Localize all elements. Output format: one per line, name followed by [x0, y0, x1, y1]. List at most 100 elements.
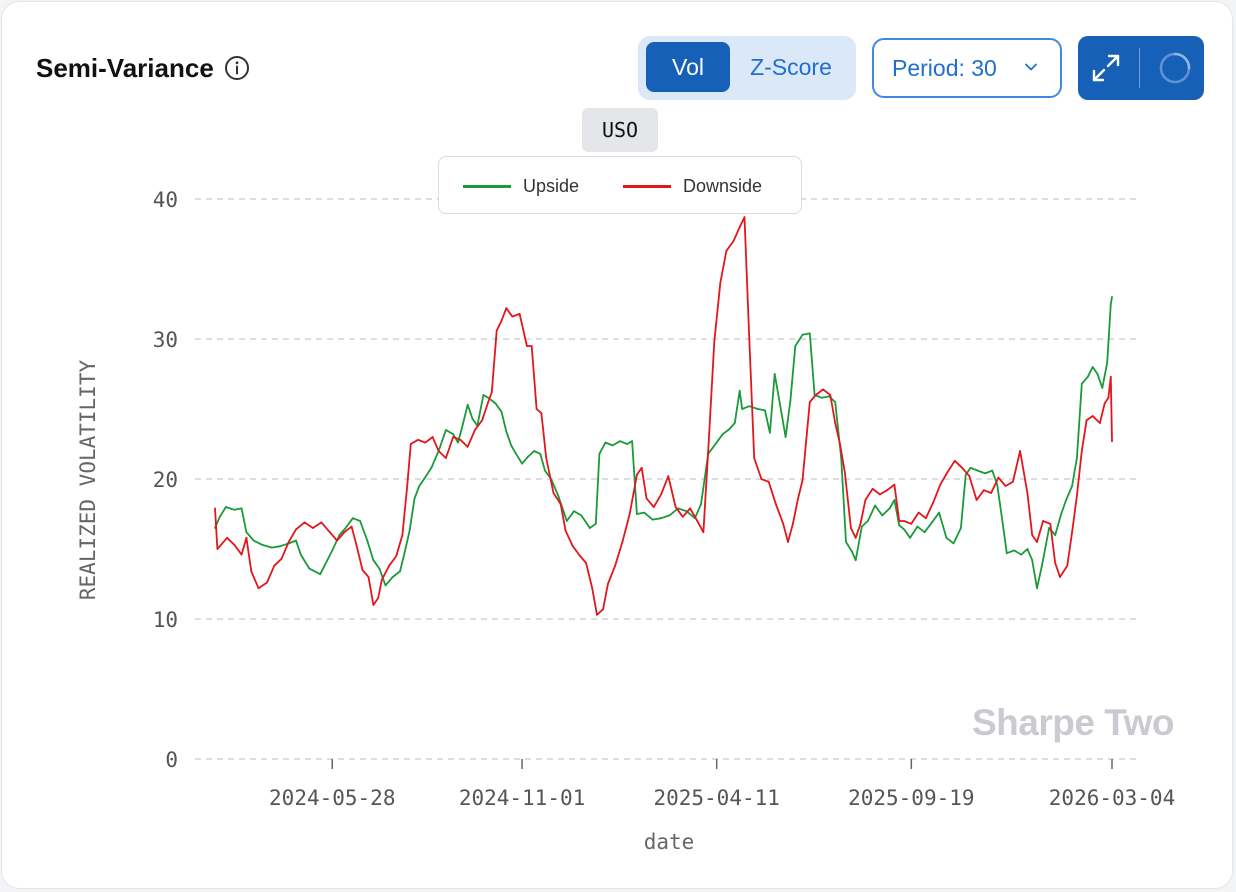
data-point-upside: [384, 584, 387, 587]
data-point-upside: [991, 469, 994, 472]
data-point-downside: [487, 401, 490, 403]
data-point-upside: [1106, 361, 1109, 364]
data-point-upside: [903, 528, 905, 531]
data-point-upside: [403, 550, 406, 553]
data-point-downside: [343, 531, 346, 534]
data-point-downside: [719, 282, 722, 284]
data-point-downside: [667, 475, 670, 478]
data-point-upside: [279, 545, 282, 548]
data-point-upside: [756, 408, 759, 410]
data-point-upside: [308, 567, 311, 570]
data-point-downside: [395, 555, 398, 557]
data-point-upside: [461, 423, 464, 426]
data-point-downside: [997, 476, 1000, 479]
data-point-downside: [782, 522, 785, 525]
data-point-downside: [481, 419, 484, 422]
data-point-upside: [1031, 559, 1034, 562]
data-point-upside: [378, 567, 381, 570]
data-point-upside: [527, 455, 529, 458]
data-point-downside: [579, 555, 581, 557]
vol-toggle-button[interactable]: Vol: [646, 42, 730, 92]
data-point-downside: [1091, 415, 1094, 417]
data-point-downside: [240, 553, 243, 556]
info-icon[interactable]: [224, 55, 250, 81]
data-point-upside: [466, 403, 469, 406]
data-point-upside: [233, 508, 236, 511]
period-select[interactable]: Period: 30: [872, 38, 1062, 98]
data-point-downside: [350, 525, 353, 528]
data-point-upside: [445, 429, 447, 431]
data-point-downside: [409, 443, 412, 445]
legend-item-upside[interactable]: Upside: [463, 175, 579, 197]
data-point-downside: [1076, 494, 1078, 497]
loading-spinner-icon[interactable]: [1158, 51, 1192, 85]
chart-tools: [1078, 36, 1204, 100]
data-point-upside: [331, 549, 334, 552]
data-point-downside: [814, 394, 817, 396]
expand-icon[interactable]: [1090, 52, 1122, 84]
data-point-upside: [700, 503, 702, 506]
data-point-downside: [681, 515, 684, 518]
data-point-downside: [303, 521, 306, 524]
data-point-downside: [725, 249, 728, 252]
data-point-upside: [779, 408, 782, 410]
data-point-upside: [860, 525, 863, 528]
x-tick-label: 2026-03-04: [1049, 786, 1175, 810]
data-point-upside: [544, 469, 546, 472]
data-point-upside: [964, 473, 967, 476]
zscore-toggle-button[interactable]: Z-Score: [750, 53, 832, 80]
data-point-upside: [1065, 499, 1067, 501]
data-point-downside: [910, 522, 913, 525]
data-point-upside: [1020, 553, 1023, 556]
data-point-downside: [1049, 522, 1052, 525]
data-point-upside: [494, 402, 497, 405]
data-point-downside: [636, 473, 638, 476]
data-point-upside: [500, 410, 503, 413]
data-point-downside: [466, 445, 469, 448]
series-line-upside: [214, 296, 1113, 590]
data-point-upside: [1060, 513, 1063, 515]
data-point-downside: [738, 226, 741, 228]
data-point-upside: [588, 527, 591, 529]
data-point-downside: [713, 340, 716, 343]
data-point-upside: [1096, 373, 1099, 375]
data-point-downside: [946, 471, 949, 473]
data-point-downside: [871, 487, 874, 490]
data-point-upside: [996, 483, 999, 486]
data-point-downside: [257, 587, 260, 590]
x-axis-label: date: [644, 830, 695, 854]
data-point-upside: [821, 396, 823, 399]
data-point-downside: [1111, 440, 1113, 443]
data-point-upside: [1076, 457, 1078, 459]
data-point-upside: [515, 452, 517, 455]
data-point-downside: [607, 583, 609, 585]
data-point-downside: [355, 543, 358, 546]
data-point-upside: [218, 515, 221, 518]
data-point-downside: [490, 391, 493, 394]
data-point-upside: [773, 373, 776, 375]
data-point-upside: [391, 576, 394, 578]
data-point-downside: [732, 240, 735, 242]
data-point-downside: [801, 479, 804, 482]
y-tick-label: 0: [165, 748, 178, 772]
data-point-upside: [366, 539, 369, 542]
data-point-downside: [843, 471, 846, 473]
legend-item-downside[interactable]: Downside: [623, 175, 762, 197]
data-point-upside: [261, 543, 263, 546]
data-point-upside: [270, 546, 273, 549]
data-point-upside: [945, 536, 948, 539]
data-point-downside: [660, 493, 662, 496]
y-axis-label: REALIZED VOLATILITY: [76, 360, 100, 601]
data-point-upside: [909, 536, 911, 539]
data-point-upside: [1048, 527, 1050, 529]
data-point-upside: [521, 462, 523, 465]
data-point-upside: [594, 522, 597, 525]
data-point-downside: [511, 315, 514, 318]
data-point-upside: [457, 441, 459, 444]
data-point-downside: [961, 466, 963, 469]
data-point-downside: [879, 493, 881, 496]
data-point-upside: [851, 550, 853, 553]
data-point-downside: [1054, 562, 1057, 564]
data-point-upside: [668, 514, 671, 517]
